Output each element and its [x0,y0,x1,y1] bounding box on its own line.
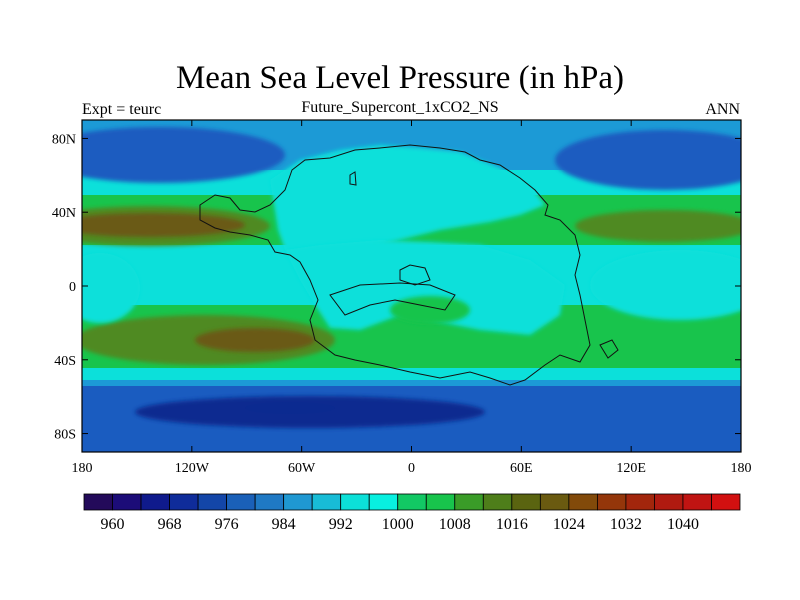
west-equatorial-cyan [82,253,140,323]
colorbar-swatch [682,493,712,511]
colorbar-label: 968 [158,516,182,533]
coastline-inland-sea [329,282,456,316]
north-low-east [555,130,741,190]
colorbar-swatch [83,493,113,511]
colorbar-swatch [368,493,399,511]
colorbar-swatch [454,493,484,511]
colorbar-label: 1016 [496,516,528,533]
colorbar-swatch [568,493,598,511]
colorbar-swatch [311,493,342,511]
colorbar-swatch [340,493,370,511]
continent-green-center [390,296,470,324]
lon-tick-label: 120E [616,461,646,476]
map-title: Mean Sea Level Pressure (in hPa) [175,60,625,96]
colorbar-label: 1000 [382,516,414,533]
colorbar-swatch [226,493,256,511]
north-low-west [82,127,285,183]
colorbar-swatch [425,493,456,511]
map-subtitle: Future_Supercont_1xCO2_NS [301,99,499,116]
south-high-brown [195,328,315,352]
coastline-inlet [399,264,431,286]
colorbar-label: 992 [329,516,353,533]
colorbar-swatch [197,493,228,511]
coastline-island-north [349,171,357,186]
north-high-brown-west [82,213,245,237]
coastlines [199,144,619,386]
colorbar-swatch [397,493,427,511]
colorbar-label: 984 [272,516,296,533]
colorbar-label: 1008 [439,516,471,533]
colorbar-label: 1040 [667,516,699,533]
colorbar-swatch [511,493,541,511]
lon-axis: 180 120W 60W 0 60E 120E 180 [72,120,752,476]
lon-tick-label: 60E [510,461,533,476]
season-label: ANN [705,101,740,118]
colorbar-swatch [625,493,655,511]
colorbar-swatch [254,493,285,511]
pressure-field [82,120,741,452]
lat-tick-label: 40S [54,354,76,369]
colorbar-swatch [654,493,684,511]
colorbar-swatch [482,493,513,511]
lat-tick-label: 40N [52,206,76,221]
lon-tick-label: 0 [408,461,415,476]
lat-axis: 80N 40N 0 40S 80S [52,132,741,443]
coastline-main [199,144,591,386]
lon-tick-label: 180 [72,461,93,476]
colorbar-label: 976 [215,516,239,533]
lat-tick-label: 0 [69,280,76,295]
east-equatorial-cyan [590,250,741,320]
colorbar-label: 1024 [553,516,585,533]
north-high-olive-east [575,210,741,242]
band-south-light-blue [82,380,741,390]
colorbar-label: 960 [101,516,125,533]
colorbar-label: 1032 [610,516,642,533]
lon-tick-label: 60W [288,461,316,476]
colorbar-swatch [140,493,170,511]
coastline-island-east [599,339,619,359]
lat-tick-label: 80N [52,132,76,147]
experiment-label: Expt = teurc [82,101,162,118]
continent-low [270,145,545,262]
colorbar-swatch [112,493,142,511]
colorbar-swatch [596,493,627,511]
colorbar-swatch [539,493,570,511]
colorbar: 960 968 976 984 992 1000 1008 1016 1024 1032 1040 [83,493,741,533]
colorbar-swatch [283,493,313,511]
colorbar-swatch [711,493,741,511]
lon-tick-label: 120W [175,461,210,476]
lat-tick-label: 80S [54,428,76,443]
lon-tick-label: 180 [731,461,752,476]
colorbar-swatch [169,493,199,511]
south-low-core [245,402,335,414]
